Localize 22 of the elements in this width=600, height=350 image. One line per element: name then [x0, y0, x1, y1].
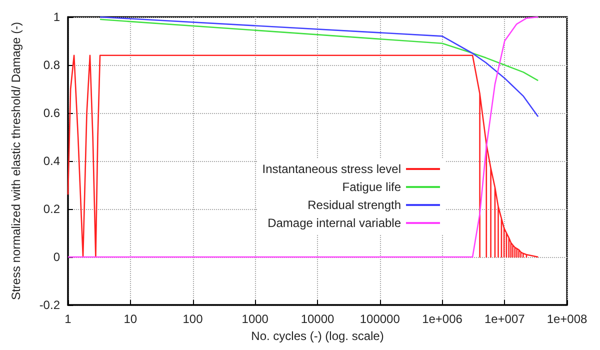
legend-label: Damage internal variable	[268, 216, 402, 230]
x-tick-label: 1e+008	[546, 312, 588, 326]
y-tick-label: 0.2	[43, 202, 60, 216]
x-tick-label: 100000	[360, 312, 400, 326]
legend-label: Instantaneous stress level	[262, 162, 401, 176]
y-tick-label: -0.2	[39, 298, 60, 312]
y-tick-label: 0	[53, 250, 60, 264]
x-tick-label: 1	[64, 312, 72, 326]
x-tick-label: 10000	[300, 312, 335, 326]
y-tick-label: 1	[53, 10, 60, 24]
x-tick-label: 1e+006	[422, 312, 463, 326]
x-tick-label: 100	[182, 312, 204, 326]
y-tick-label: 0.8	[43, 58, 60, 72]
legend-label: Residual strength	[308, 198, 401, 212]
legend-label: Fatigue life	[342, 180, 402, 194]
y-tick-label: 0.4	[43, 154, 60, 168]
x-tick-label: 10	[124, 312, 138, 326]
y-axis-title: Stress normalized with elastic threshold/ Damage (-)	[9, 22, 23, 300]
x-axis-title: No. cycles (-) (log. scale)	[251, 328, 384, 343]
y-tick-label: 0.6	[43, 106, 60, 120]
x-tick-label: 1e+007	[484, 312, 526, 326]
x-tick-label: 1000	[242, 312, 269, 326]
